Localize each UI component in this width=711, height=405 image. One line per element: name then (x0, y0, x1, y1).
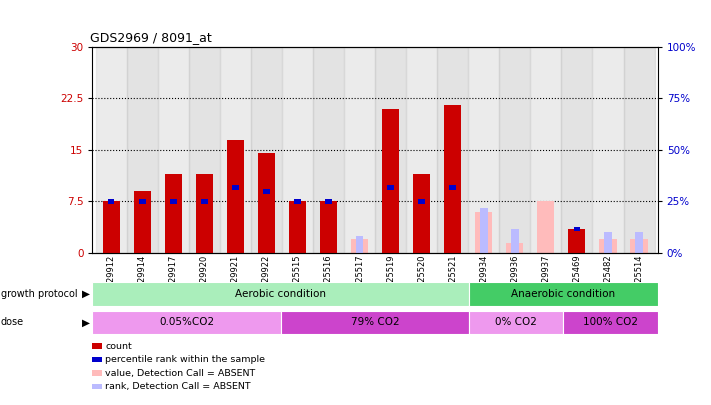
Bar (631, 239, 648, 253)
Bar (563, 311, 658, 334)
Bar (165, 174, 182, 253)
Bar (95, 47, 127, 253)
Bar (413, 174, 430, 253)
Bar (562, 47, 592, 253)
Bar (480, 208, 488, 253)
Text: 79% CO2: 79% CO2 (351, 318, 400, 327)
Bar (469, 282, 658, 306)
Bar (635, 232, 643, 253)
Bar (406, 47, 437, 253)
Bar (201, 199, 208, 204)
Bar (387, 185, 394, 190)
Bar (511, 229, 518, 253)
Bar (437, 47, 469, 253)
Text: 0% CO2: 0% CO2 (496, 318, 538, 327)
Bar (107, 199, 114, 204)
Bar (263, 189, 269, 194)
Text: rank, Detection Call = ABSENT: rank, Detection Call = ABSENT (105, 382, 251, 391)
Bar (127, 47, 158, 253)
Bar (604, 232, 612, 253)
Bar (475, 212, 492, 253)
Bar (92, 311, 281, 334)
Bar (469, 47, 499, 253)
Bar (227, 139, 244, 253)
Text: 0.05%CO2: 0.05%CO2 (159, 318, 214, 327)
Bar (92, 282, 469, 306)
Bar (351, 239, 368, 253)
Bar (134, 191, 151, 253)
Bar (258, 153, 275, 253)
Bar (294, 199, 301, 204)
Bar (624, 47, 655, 253)
Text: GDS2969 / 8091_at: GDS2969 / 8091_at (90, 31, 211, 44)
Text: growth protocol: growth protocol (1, 289, 77, 299)
Bar (170, 199, 176, 204)
Bar (530, 47, 562, 253)
Text: Anaerobic condition: Anaerobic condition (511, 289, 616, 299)
Bar (188, 47, 220, 253)
Bar (444, 105, 461, 253)
Bar (375, 47, 406, 253)
Bar (158, 47, 188, 253)
Bar (281, 311, 469, 334)
Text: percentile rank within the sample: percentile rank within the sample (105, 355, 265, 364)
Bar (499, 47, 530, 253)
Bar (325, 199, 332, 204)
Bar (418, 199, 425, 204)
Text: count: count (105, 342, 132, 351)
Bar (220, 47, 251, 253)
Bar (289, 202, 306, 253)
Bar (232, 185, 239, 190)
Bar (599, 239, 616, 253)
Bar (320, 202, 337, 253)
Bar (506, 243, 523, 253)
Bar (282, 47, 313, 253)
Text: 100% CO2: 100% CO2 (583, 318, 638, 327)
Bar (102, 202, 119, 253)
Text: ▶: ▶ (82, 289, 90, 299)
Bar (382, 109, 399, 253)
Bar (538, 202, 555, 253)
Bar (574, 227, 580, 231)
Bar (139, 199, 146, 204)
Bar (469, 311, 564, 334)
Bar (313, 47, 344, 253)
Bar (449, 185, 456, 190)
Bar (568, 229, 585, 253)
Text: dose: dose (1, 318, 24, 327)
Text: ▶: ▶ (82, 318, 90, 327)
Bar (356, 236, 363, 253)
Bar (196, 174, 213, 253)
Text: Aerobic condition: Aerobic condition (235, 289, 326, 299)
Bar (251, 47, 282, 253)
Text: value, Detection Call = ABSENT: value, Detection Call = ABSENT (105, 369, 255, 377)
Bar (592, 47, 624, 253)
Bar (344, 47, 375, 253)
